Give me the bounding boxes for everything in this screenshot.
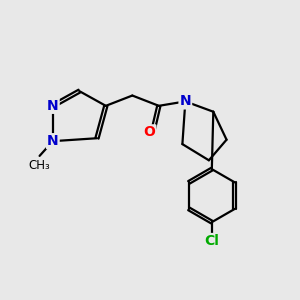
Text: N: N — [47, 134, 58, 148]
Text: N: N — [47, 99, 58, 113]
Text: O: O — [143, 125, 155, 139]
Text: Cl: Cl — [204, 234, 219, 248]
Text: N: N — [179, 94, 191, 108]
Text: CH₃: CH₃ — [29, 159, 50, 172]
